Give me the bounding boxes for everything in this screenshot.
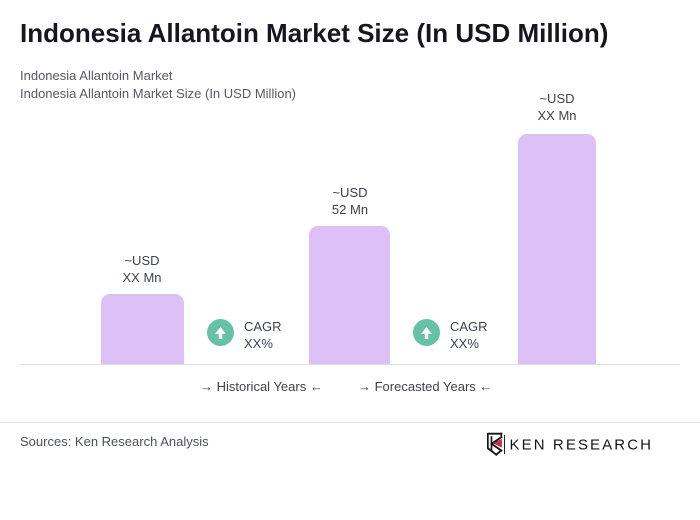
svg-text:KEN RESEARCH: KEN RESEARCH xyxy=(510,437,654,454)
